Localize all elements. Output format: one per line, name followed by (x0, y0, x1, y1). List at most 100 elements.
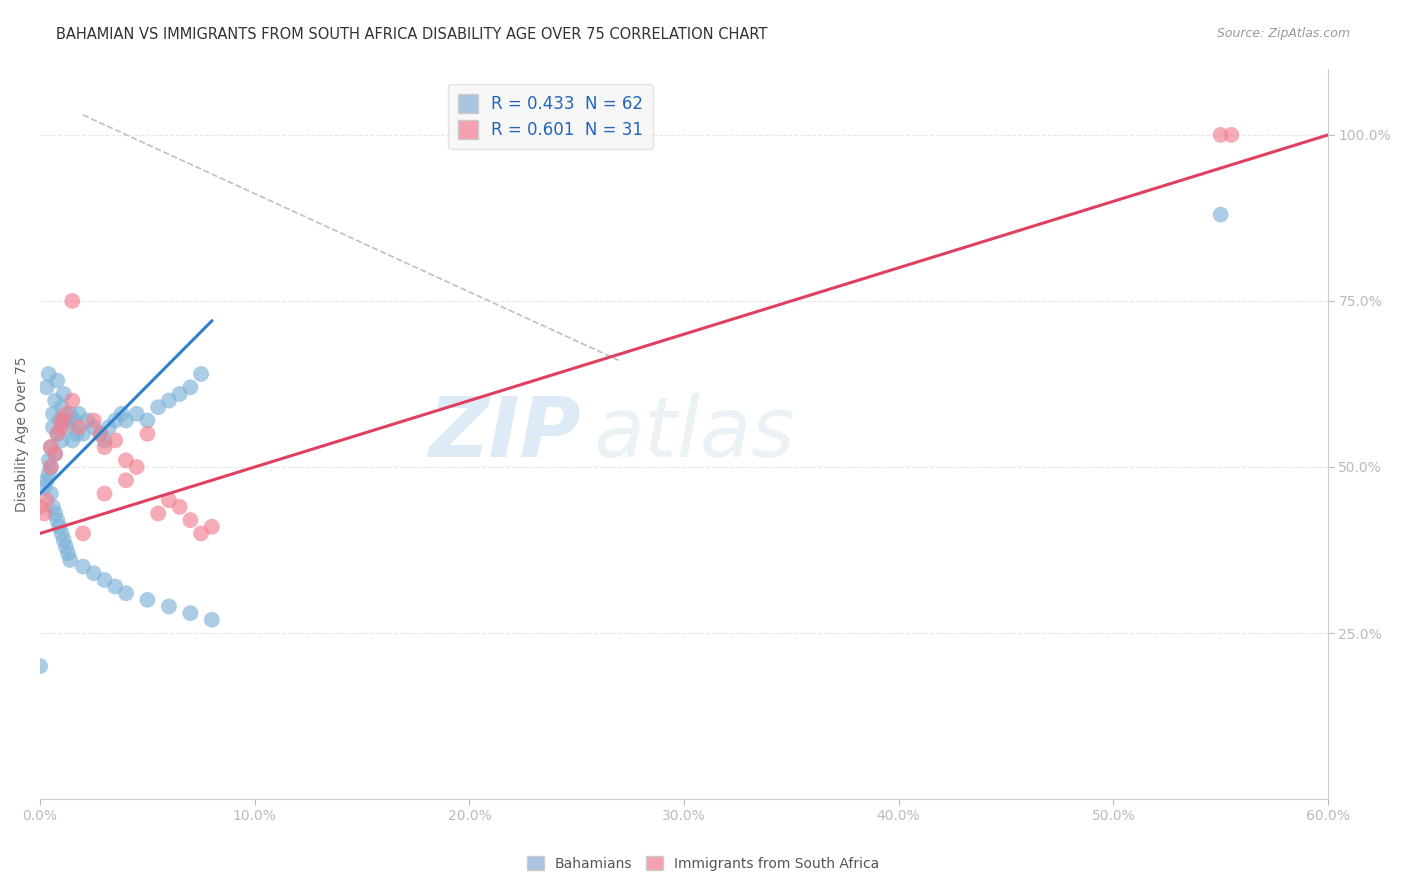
Point (1220, 128, 1243, 142)
Point (72, 559, 94, 574)
Point (179, 606, 201, 620)
Text: atlas: atlas (593, 393, 796, 475)
Point (115, 473, 138, 487)
Point (201, 613, 224, 627)
Point (136, 592, 159, 607)
Point (44, 393, 66, 408)
Point (39, 486, 62, 500)
Legend: R = 0.433  N = 62, R = 0.601  N = 31: R = 0.433 N = 62, R = 0.601 N = 31 (447, 84, 652, 149)
Point (201, 520, 224, 534)
Point (125, 407, 148, 421)
Point (179, 513, 201, 527)
Point (42, 420, 65, 434)
Point (146, 401, 169, 415)
Text: Source: ZipAtlas.com: Source: ZipAtlas.com (1216, 27, 1350, 40)
Point (30, 659, 52, 673)
Text: ZIP: ZIP (429, 393, 581, 475)
Point (51, 401, 73, 415)
Point (39, 440, 62, 454)
Point (46, 426, 69, 441)
Point (34, 507, 56, 521)
Point (115, 413, 138, 427)
Text: BAHAMIAN VS IMMIGRANTS FROM SOUTH AFRICA DISABILITY AGE OVER 75 CORRELATION CHAR: BAHAMIAN VS IMMIGRANTS FROM SOUTH AFRICA… (56, 27, 768, 42)
Point (34, 480, 56, 494)
Point (136, 426, 159, 441)
Point (44, 447, 66, 461)
Point (60, 293, 83, 308)
Point (67, 407, 90, 421)
Point (51, 413, 73, 427)
Point (38, 367, 60, 381)
Point (136, 413, 159, 427)
Point (93, 434, 115, 448)
Point (179, 380, 201, 394)
Legend: Bahamians, Immigrants from South Africa: Bahamians, Immigrants from South Africa (522, 850, 884, 876)
Point (39, 460, 62, 475)
Point (93, 573, 115, 587)
Point (55, 540, 77, 554)
Point (46, 513, 69, 527)
Point (104, 434, 127, 448)
Point (55, 413, 77, 427)
Point (51, 420, 73, 434)
Point (42, 407, 65, 421)
Point (65, 426, 87, 441)
Point (42, 500, 65, 514)
Point (1209, 128, 1232, 142)
Point (146, 507, 169, 521)
Point (51, 434, 73, 448)
Point (169, 387, 191, 401)
Point (157, 599, 180, 614)
Point (55, 407, 77, 421)
Point (56, 546, 79, 560)
Point (44, 447, 66, 461)
Point (30, 500, 52, 514)
Point (83, 413, 105, 427)
Point (63, 413, 86, 427)
Point (111, 407, 134, 421)
Point (72, 426, 94, 441)
Point (67, 420, 90, 434)
Point (76, 413, 98, 427)
Point (59, 407, 82, 421)
Point (83, 566, 105, 581)
Point (60, 393, 83, 408)
Point (190, 526, 212, 541)
Point (169, 500, 191, 514)
Point (44, 507, 66, 521)
Point (56, 420, 79, 434)
Point (35, 473, 58, 487)
Point (35, 493, 58, 508)
Point (157, 493, 180, 508)
Point (89, 426, 111, 441)
Point (104, 413, 127, 427)
Point (115, 586, 138, 600)
Point (52, 387, 75, 401)
Point (60, 434, 83, 448)
Point (52, 533, 75, 547)
Point (83, 420, 105, 434)
Point (157, 393, 180, 408)
Point (97, 420, 120, 434)
Point (38, 453, 60, 467)
Point (93, 486, 115, 500)
Point (51, 526, 73, 541)
Point (39, 460, 62, 475)
Point (38, 467, 60, 481)
Point (35, 380, 58, 394)
Y-axis label: Disability Age Over 75: Disability Age Over 75 (15, 356, 30, 511)
Point (89, 426, 111, 441)
Point (46, 426, 69, 441)
Point (39, 440, 62, 454)
Point (125, 460, 148, 475)
Point (190, 367, 212, 381)
Point (46, 374, 69, 388)
Point (115, 453, 138, 467)
Point (104, 580, 127, 594)
Point (48, 520, 70, 534)
Point (72, 526, 94, 541)
Point (1209, 208, 1232, 222)
Point (59, 553, 82, 567)
Point (93, 440, 115, 454)
Point (48, 413, 70, 427)
